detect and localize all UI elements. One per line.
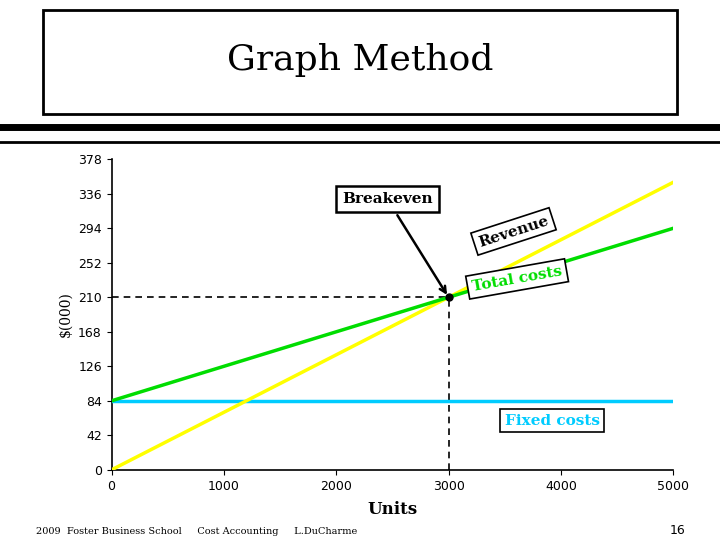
Text: 16: 16 (670, 523, 685, 537)
Text: Revenue: Revenue (477, 213, 550, 249)
X-axis label: Units: Units (367, 501, 418, 518)
Text: Breakeven: Breakeven (342, 192, 446, 293)
FancyBboxPatch shape (43, 10, 677, 114)
Text: Total costs: Total costs (471, 264, 563, 294)
Y-axis label: $(000): $(000) (58, 292, 73, 338)
Text: 2009  Foster Business School     Cost Accounting     L.DuCharme: 2009 Foster Business School Cost Account… (36, 526, 357, 536)
Text: Fixed costs: Fixed costs (505, 414, 600, 428)
Text: Graph Method: Graph Method (227, 43, 493, 77)
